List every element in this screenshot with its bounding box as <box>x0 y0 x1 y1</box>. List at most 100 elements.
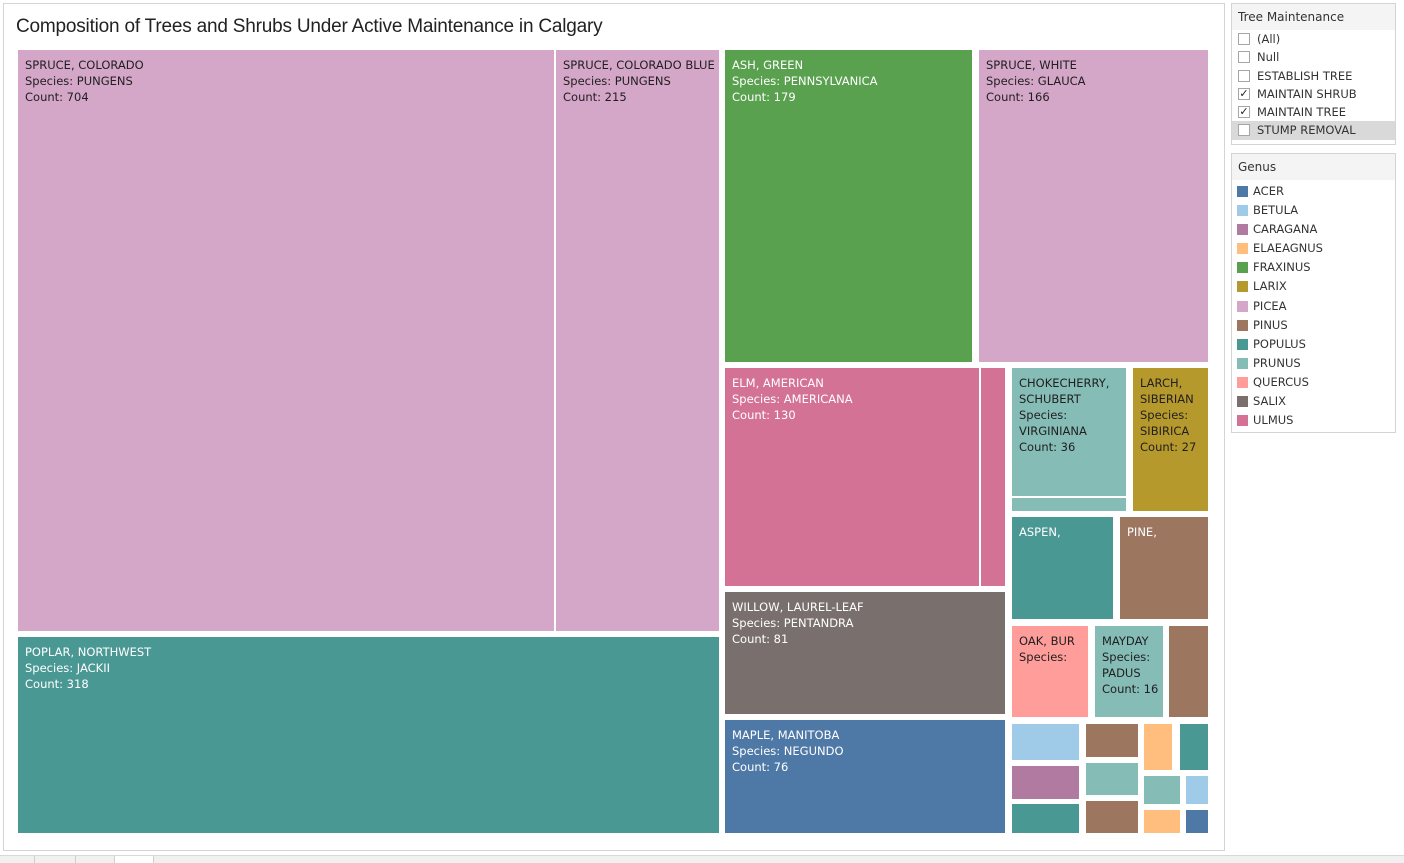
tree-maintenance-filter: Tree Maintenance (All) Null ESTABLISH TREE… <box>1231 3 1396 145</box>
treemap-tile[interactable]: ELM, AMERICAN Species: AMERICANA Count: … <box>725 368 979 586</box>
treemap-tile[interactable]: ASH, GREEN Species: PENNSYLVANICA Count:… <box>725 50 972 362</box>
treemap-tile[interactable] <box>1186 776 1208 804</box>
legend-item-label: LARIX <box>1253 279 1287 294</box>
filter-list: (All) Null ESTABLISH TREE ✓ MAINTAIN SHRUB ✓ M… <box>1232 30 1395 140</box>
treemap-tile[interactable] <box>981 368 1005 586</box>
filter-option-label: ESTABLISH TREE <box>1257 68 1353 83</box>
legend-swatch-icon <box>1237 415 1248 427</box>
treemap-tile[interactable] <box>1169 626 1208 717</box>
legend-title: Genus <box>1232 154 1395 180</box>
filter-option-label: MAINTAIN SHRUB <box>1257 86 1357 101</box>
treemap-tile[interactable]: MAPLE, MANITOBA Species: NEGUNDO Count: … <box>725 720 1005 833</box>
checkbox-icon[interactable]: ✓ <box>1238 105 1250 119</box>
treemap-area: SPRUCE, COLORADO Species: PUNGENS Count:… <box>4 4 1226 852</box>
tile-label: POPLAR, NORTHWEST Species: JACKII Count:… <box>25 645 152 691</box>
filter-title: Tree Maintenance <box>1232 4 1395 30</box>
legend-swatch-icon <box>1237 224 1248 236</box>
legend-item[interactable]: POPULUS <box>1232 335 1395 354</box>
legend-item-label: ACER <box>1253 184 1284 198</box>
checkbox-icon[interactable] <box>1238 69 1250 82</box>
tile-label: SPRUCE, COLORADO BLUE Species: PUNGENS C… <box>563 58 715 104</box>
treemap-tile[interactable]: ASPEN, <box>1012 517 1113 619</box>
treemap-tile[interactable]: CHOKECHERRY, SCHUBERT Species: VIRGINIAN… <box>1012 368 1126 496</box>
tile-label: ASH, GREEN Species: PENNSYLVANICA Count:… <box>732 58 878 104</box>
tile-label: WILLOW, LAUREL-LEAF Species: PENTANDRA C… <box>732 600 864 646</box>
treemap-tile[interactable] <box>1086 763 1138 795</box>
treemap-tile[interactable] <box>1180 724 1208 770</box>
legend-item[interactable]: CARAGANA <box>1232 220 1395 239</box>
genus-legend: Genus ACER BETULA CARAGANA ELAEAGNUS FRAXINU… <box>1231 153 1396 433</box>
tile-label: LARCH, SIBERIAN Species: SIBIRICA Count:… <box>1140 376 1197 454</box>
filter-option-label: STUMP REMOVAL <box>1257 123 1356 138</box>
tile-label: SPRUCE, WHITE Species: GLAUCA Count: 166 <box>986 58 1086 104</box>
legend-item-label: PRUNUS <box>1253 355 1301 370</box>
sheet-tab[interactable] <box>0 856 35 863</box>
legend-item-label: PICEA <box>1253 298 1287 313</box>
treemap-tile[interactable] <box>1012 766 1079 799</box>
sheet-tab[interactable] <box>76 856 115 863</box>
legend-item[interactable]: SALIX <box>1232 392 1395 411</box>
filter-option-label: MAINTAIN TREE <box>1257 105 1346 120</box>
treemap-tile[interactable]: POPLAR, NORTHWEST Species: JACKII Count:… <box>18 637 719 833</box>
sheet-tab-bar <box>0 855 1404 863</box>
chart-title: Composition of Trees and Shrubs Under Ac… <box>16 16 603 37</box>
legend-swatch-icon <box>1237 357 1248 369</box>
treemap-tile[interactable] <box>1086 724 1138 757</box>
treemap-tile[interactable]: MAYDAY Species: PADUS Count: 16 <box>1095 626 1163 717</box>
sheet-tab-active[interactable] <box>115 856 154 863</box>
checkbox-icon[interactable] <box>1238 124 1250 137</box>
checkbox-icon[interactable] <box>1238 51 1250 64</box>
checkbox-icon[interactable] <box>1238 33 1250 45</box>
treemap-tile[interactable] <box>1086 801 1138 833</box>
checkbox-icon[interactable]: ✓ <box>1238 86 1250 100</box>
treemap-tile[interactable] <box>1012 804 1079 833</box>
filter-option-label: (All) <box>1257 32 1281 46</box>
legend-item-label: PINUS <box>1253 317 1288 332</box>
treemap-tile[interactable]: SPRUCE, COLORADO Species: PUNGENS Count:… <box>18 50 554 631</box>
legend-swatch-icon <box>1237 243 1248 255</box>
treemap-tile[interactable]: SPRUCE, WHITE Species: GLAUCA Count: 166 <box>979 50 1208 362</box>
treemap-tile[interactable]: SPRUCE, COLORADO BLUE Species: PUNGENS C… <box>556 50 719 631</box>
legend-item[interactable]: QUERCUS <box>1232 373 1395 392</box>
legend-item-label: BETULA <box>1253 203 1299 218</box>
treemap-tile[interactable] <box>1012 498 1126 511</box>
treemap-tile[interactable]: PINE, <box>1120 517 1208 619</box>
tile-label: CHOKECHERRY, SCHUBERT Species: VIRGINIAN… <box>1019 376 1110 454</box>
legend-item[interactable]: ACER <box>1232 182 1395 201</box>
legend-swatch-icon <box>1237 396 1248 408</box>
filter-option[interactable]: ✓ MAINTAIN SHRUB <box>1232 85 1395 103</box>
tile-label: OAK, BUR Species: <box>1019 634 1075 664</box>
filter-option[interactable]: ✓ MAINTAIN TREE <box>1232 103 1395 121</box>
legend-item-label: QUERCUS <box>1253 374 1309 389</box>
legend-item[interactable]: ULMUS <box>1232 411 1395 430</box>
filter-option[interactable]: STUMP REMOVAL <box>1232 121 1395 140</box>
legend-list: ACER BETULA CARAGANA ELAEAGNUS FRAXINUS LARIX… <box>1232 180 1395 430</box>
legend-item[interactable]: PICEA <box>1232 297 1395 316</box>
filter-option[interactable]: Null <box>1232 48 1395 66</box>
legend-item[interactable]: PINUS <box>1232 316 1395 335</box>
legend-item[interactable]: PRUNUS <box>1232 354 1395 373</box>
treemap-tile[interactable] <box>1144 810 1180 833</box>
legend-item[interactable]: ELAEAGNUS <box>1232 239 1395 258</box>
tile-label: MAPLE, MANITOBA Species: NEGUNDO Count: … <box>732 728 844 774</box>
treemap-tile[interactable]: OAK, BUR Species: <box>1012 626 1088 717</box>
treemap-tile[interactable]: LARCH, SIBERIAN Species: SIBIRICA Count:… <box>1133 368 1208 511</box>
legend-swatch-icon <box>1237 281 1248 293</box>
filter-option[interactable]: (All) <box>1232 30 1395 48</box>
treemap-tile[interactable] <box>1144 776 1180 804</box>
legend-item-label: POPULUS <box>1253 336 1306 351</box>
tile-label: SPRUCE, COLORADO Species: PUNGENS Count:… <box>25 58 144 104</box>
treemap-tile[interactable]: WILLOW, LAUREL-LEAF Species: PENTANDRA C… <box>725 592 1005 714</box>
treemap-tile[interactable] <box>1012 724 1079 760</box>
filter-option[interactable]: ESTABLISH TREE <box>1232 67 1395 85</box>
sheet-tab[interactable] <box>35 856 76 863</box>
filter-option-label: Null <box>1257 50 1280 65</box>
treemap-tile[interactable] <box>1186 810 1208 833</box>
legend-item[interactable]: FRAXINUS <box>1232 258 1395 277</box>
legend-swatch-icon <box>1237 205 1248 217</box>
legend-item[interactable]: LARIX <box>1232 277 1395 296</box>
legend-item-label: ULMUS <box>1253 413 1294 428</box>
legend-item[interactable]: BETULA <box>1232 201 1395 220</box>
legend-item-label: SALIX <box>1253 394 1287 409</box>
treemap-tile[interactable] <box>1144 724 1172 770</box>
